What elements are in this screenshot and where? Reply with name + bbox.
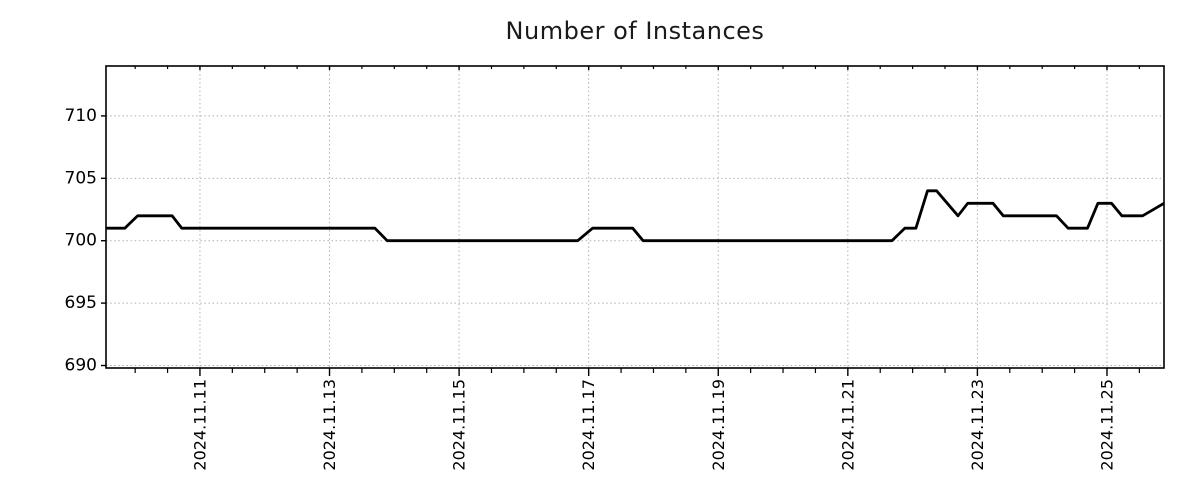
chart-title: Number of Instances [505,17,765,45]
x-tick-label: 2024.11.21 [838,379,857,471]
x-tick-label: 2024.11.17 [579,379,598,471]
plot-border [105,65,1165,369]
x-tick-label: 2024.11.13 [320,379,339,471]
y-tick-label: 690 [65,356,97,376]
y-tick-label: 700 [65,231,97,251]
x-tick-label: 2024.11.23 [968,379,987,471]
y-tick-label: 705 [65,168,97,188]
x-tick-label: 2024.11.19 [709,379,728,471]
x-tick-label: 2024.11.25 [1097,379,1116,471]
y-tick-label: 710 [65,106,97,126]
x-tick-label: 2024.11.11 [190,379,209,471]
y-tick-label: 695 [65,293,97,313]
series-line [106,189,1165,243]
x-tick-label: 2024.11.15 [450,379,469,471]
